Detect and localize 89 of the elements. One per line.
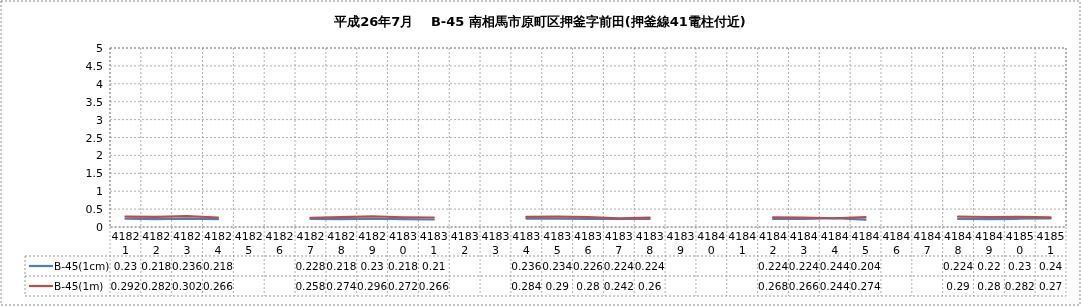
- data-label: 0.24: [1038, 260, 1063, 272]
- data-label: 0.224: [603, 260, 634, 272]
- legend-label: B-45(1cm): [54, 260, 110, 272]
- data-label: 0.224: [634, 260, 665, 272]
- data-label: 0.23: [360, 260, 384, 272]
- xtick: 41845: [851, 230, 880, 257]
- data-label: 0.234: [542, 260, 573, 272]
- data-label: 0.21: [422, 260, 446, 272]
- data-label: 0.27: [1038, 280, 1063, 292]
- xtick: 41831: [419, 230, 448, 257]
- ytick: 0: [96, 221, 103, 234]
- data-label: 0.244: [819, 260, 850, 272]
- data-label: 0.236: [511, 260, 542, 272]
- ytick: 1: [96, 185, 103, 199]
- xtick: 41847: [913, 230, 942, 257]
- xtick: 41828: [327, 230, 356, 257]
- data-label: 0.29: [545, 280, 569, 292]
- ytick: 1.5: [85, 167, 103, 181]
- ytick: 3: [96, 113, 103, 127]
- xtick: 41842: [759, 230, 788, 257]
- data-label: 0.284: [511, 280, 542, 292]
- xtick: 41827: [296, 230, 325, 257]
- data-label: 0.274: [326, 280, 357, 292]
- ytick: 5: [96, 42, 103, 55]
- data-label: 0.266: [202, 280, 233, 292]
- data-label: 0.274: [850, 280, 881, 292]
- xtick: 41825: [234, 230, 263, 257]
- xtick: 41841: [728, 230, 757, 257]
- xtick: 41824: [203, 230, 232, 257]
- data-label: 0.224: [943, 260, 974, 272]
- xtick: 41833: [481, 230, 510, 257]
- xtick: 41829: [358, 230, 387, 257]
- ytick: 2.5: [85, 131, 103, 145]
- xtick: 41840: [697, 230, 726, 257]
- xtick: 41837: [604, 230, 633, 257]
- xtick: 41832: [450, 230, 479, 257]
- data-label: 0.266: [788, 280, 819, 292]
- xtick: 41830: [388, 230, 417, 257]
- ytick: 4.5: [85, 59, 103, 73]
- xtick: 41836: [574, 230, 602, 257]
- data-label: 0.226: [572, 260, 604, 272]
- xtick: 41844: [820, 230, 849, 257]
- data-label: 0.268: [758, 280, 789, 292]
- data-label: 0.224: [758, 260, 789, 272]
- data-label: 0.282: [1004, 280, 1035, 292]
- xtick: 41834: [512, 230, 541, 257]
- ytick: 2: [96, 149, 103, 163]
- data-label: 0.23: [113, 260, 138, 272]
- xtick: 41843: [789, 230, 818, 257]
- data-label: 0.296: [357, 280, 388, 292]
- xtick: 41849: [974, 230, 1003, 257]
- data-label: 0.218: [326, 260, 357, 272]
- xtick: 41848: [944, 230, 973, 257]
- data-label: 0.218: [387, 260, 418, 272]
- xtick: 41823: [173, 230, 202, 257]
- data-label: 0.224: [788, 260, 819, 272]
- data-label: 0.292: [110, 280, 141, 292]
- xtick: 41851: [1036, 230, 1065, 257]
- data-label: 0.28: [977, 280, 1001, 292]
- data-label: 0.22: [977, 260, 1001, 272]
- data-label: 0.266: [418, 280, 449, 292]
- ytick: 4: [96, 77, 103, 91]
- data-label: 0.272: [387, 280, 418, 292]
- data-label: 0.302: [172, 280, 203, 292]
- legend-label: B-45(1m): [54, 280, 104, 292]
- data-label: 0.244: [819, 280, 850, 292]
- data-label: 0.258: [295, 280, 326, 292]
- data-label: 0.228: [295, 260, 326, 272]
- ytick: 3.5: [85, 95, 103, 109]
- data-label: 0.23: [1008, 260, 1032, 272]
- xtick: 41850: [1005, 230, 1034, 257]
- data-label: 0.26: [638, 280, 662, 292]
- xtick: 41846: [882, 230, 911, 257]
- data-label: 0.242: [603, 280, 634, 292]
- data-label: 0.236: [172, 260, 203, 272]
- xtick: 41826: [265, 230, 294, 257]
- xtick: 41821: [111, 230, 140, 257]
- data-label: 0.218: [141, 260, 172, 272]
- data-label: 0.204: [850, 260, 881, 272]
- data-label: 0.282: [141, 280, 172, 292]
- data-label: 0.29: [946, 280, 970, 292]
- xtick: 41835: [543, 230, 572, 257]
- xtick: 41838: [635, 230, 664, 257]
- xtick: 41839: [666, 230, 695, 257]
- data-label: 0.218: [202, 260, 233, 272]
- title: 平成26年7月 B-45 南相馬市原町区押釜字前田(押釜線41電柱付近): [334, 14, 746, 29]
- data-label: 0.28: [576, 280, 600, 292]
- ytick: 0.5: [85, 203, 103, 217]
- xtick: 41822: [142, 230, 171, 257]
